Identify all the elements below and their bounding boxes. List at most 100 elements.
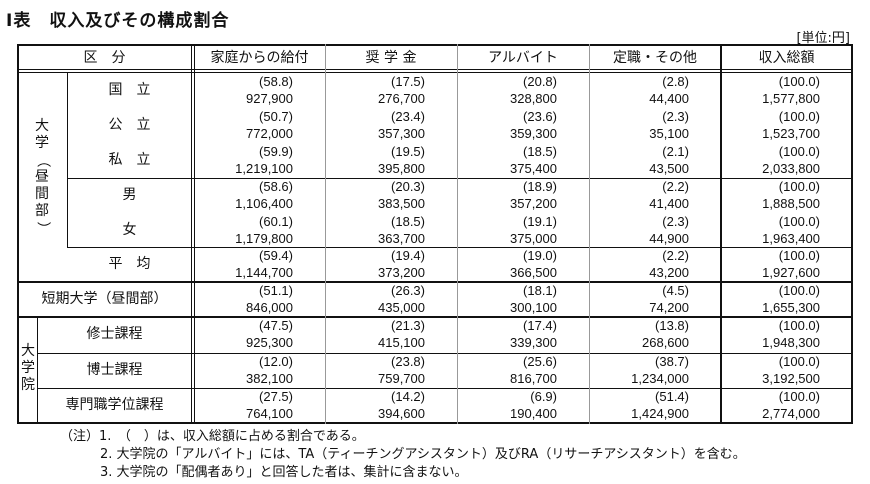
percent-cell: (47.5)	[259, 318, 293, 333]
percent-cell: (13.8)	[655, 318, 689, 333]
percent-cell: (18.9)	[523, 179, 557, 194]
rule	[17, 44, 19, 424]
rule	[194, 44, 195, 424]
percent-cell: (100.0)	[778, 354, 820, 369]
row-label: 短期大学（昼間部）	[41, 291, 168, 307]
value-cell: 1,888,500	[762, 196, 820, 211]
value-cell: 1,577,800	[762, 91, 820, 106]
value-cell: 3,192,500	[762, 371, 820, 386]
percent-cell: (19.0)	[523, 248, 557, 263]
percent-cell: (2.8)	[662, 74, 689, 89]
percent-cell: (17.4)	[523, 318, 557, 333]
vertical-char: 大	[21, 343, 35, 359]
value-cell: 1,927,600	[762, 265, 820, 280]
vertical-char: ）	[34, 221, 51, 236]
vertical-char: （	[34, 153, 51, 168]
column-header: 区 分	[83, 50, 126, 66]
rule	[37, 388, 852, 389]
percent-cell: (19.1)	[523, 214, 557, 229]
value-cell: 357,200	[510, 196, 557, 211]
percent-cell: (60.1)	[259, 214, 293, 229]
rule	[17, 316, 852, 318]
percent-cell: (100.0)	[778, 214, 820, 229]
value-cell: 44,900	[649, 231, 689, 246]
value-cell: 44,400	[649, 91, 689, 106]
rule	[589, 44, 590, 424]
rule	[325, 44, 326, 424]
percent-cell: (38.7)	[655, 354, 689, 369]
value-cell: 363,700	[378, 231, 425, 246]
rule	[17, 69, 852, 70]
value-cell: 1,144,700	[235, 265, 293, 280]
percent-cell: (100.0)	[778, 248, 820, 263]
percent-cell: (100.0)	[778, 283, 820, 298]
value-cell: 1,179,800	[235, 231, 293, 246]
percent-cell: (23.8)	[391, 354, 425, 369]
percent-cell: (2.3)	[662, 214, 689, 229]
value-cell: 1,948,300	[762, 335, 820, 350]
column-header: 家庭からの給付	[210, 50, 309, 66]
column-header: 奨 学 金	[365, 50, 417, 66]
rule	[17, 422, 852, 424]
value-cell: 276,700	[378, 91, 425, 106]
value-cell: 339,300	[510, 335, 557, 350]
value-cell: 43,500	[649, 161, 689, 176]
percent-cell: (17.5)	[391, 74, 425, 89]
rule	[851, 44, 853, 424]
value-cell: 375,400	[510, 161, 557, 176]
value-cell: 366,500	[510, 265, 557, 280]
value-cell: 382,100	[246, 371, 293, 386]
percent-cell: (100.0)	[778, 74, 820, 89]
rule	[720, 44, 722, 424]
percent-cell: (51.1)	[259, 283, 293, 298]
row-label: 公 立	[108, 117, 151, 133]
row-label: 博士課程	[86, 362, 143, 378]
percent-cell: (26.3)	[391, 283, 425, 298]
value-cell: 1,234,000	[631, 371, 689, 386]
rule	[457, 44, 458, 424]
percent-cell: (2.1)	[662, 144, 689, 159]
percent-cell: (12.0)	[259, 354, 293, 369]
row-label: 平 均	[108, 256, 151, 272]
percent-cell: (58.6)	[259, 179, 293, 194]
value-cell: 2,774,000	[762, 406, 820, 421]
value-cell: 1,963,400	[762, 231, 820, 246]
rule	[37, 353, 852, 354]
percent-cell: (19.4)	[391, 248, 425, 263]
percent-cell: (23.6)	[523, 109, 557, 124]
percent-cell: (59.4)	[259, 248, 293, 263]
percent-cell: (100.0)	[778, 144, 820, 159]
value-cell: 816,700	[510, 371, 557, 386]
vertical-char: 昼	[35, 169, 49, 185]
rule	[37, 316, 38, 424]
value-cell: 190,400	[510, 406, 557, 421]
value-cell: 35,100	[649, 126, 689, 141]
value-cell: 1,523,700	[762, 126, 820, 141]
percent-cell: (2.3)	[662, 109, 689, 124]
rule	[17, 44, 852, 46]
percent-cell: (59.9)	[259, 144, 293, 159]
value-cell: 357,300	[378, 126, 425, 141]
value-cell: 43,200	[649, 265, 689, 280]
value-cell: 927,900	[246, 91, 293, 106]
value-cell: 300,100	[510, 300, 557, 315]
unit-label: [単位:円]	[796, 31, 850, 46]
rule	[67, 178, 852, 179]
percent-cell: (100.0)	[778, 179, 820, 194]
percent-cell: (18.5)	[391, 214, 425, 229]
percent-cell: (100.0)	[778, 389, 820, 404]
value-cell: 772,000	[246, 126, 293, 141]
percent-cell: (4.5)	[662, 283, 689, 298]
rule	[67, 247, 852, 248]
value-cell: 415,100	[378, 335, 425, 350]
note-3: 3. 大学院の「配偶者あり」と回答した者は、集計に含まない。	[100, 465, 468, 480]
rule	[17, 72, 852, 73]
percent-cell: (2.2)	[662, 179, 689, 194]
value-cell: 375,000	[510, 231, 557, 246]
value-cell: 383,500	[378, 196, 425, 211]
value-cell: 2,033,800	[762, 161, 820, 176]
percent-cell: (51.4)	[655, 389, 689, 404]
row-label: 国 立	[108, 82, 151, 98]
value-cell: 394,600	[378, 406, 425, 421]
row-label: 修士課程	[86, 326, 143, 342]
